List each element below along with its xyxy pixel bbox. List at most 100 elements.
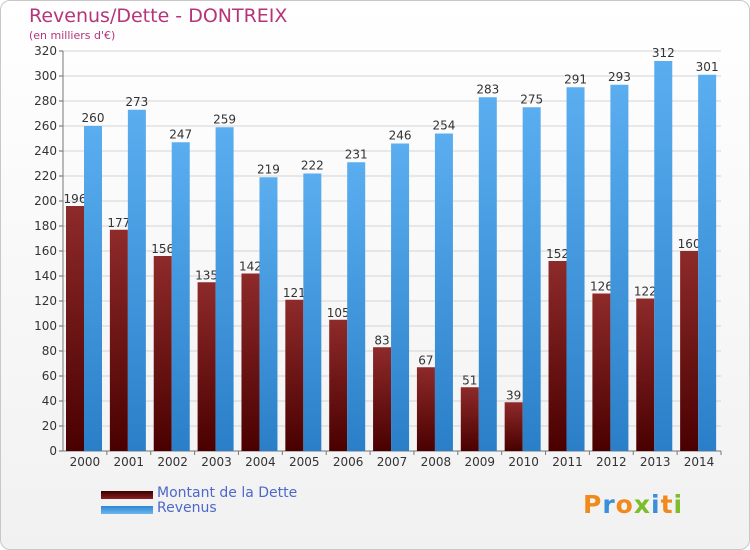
x-tick-label: 2008 xyxy=(421,455,452,469)
bar-revenus xyxy=(478,97,497,451)
logo-letter: r xyxy=(602,490,616,519)
bar-dette xyxy=(592,293,611,451)
x-tick-label: 2002 xyxy=(157,455,188,469)
proxiti-logo: Proxiti xyxy=(583,490,683,519)
y-tick-label: 300 xyxy=(34,69,57,83)
chart-title: Revenus/Dette - DONTREIX xyxy=(29,5,288,27)
data-label-dette: 105 xyxy=(327,306,350,320)
x-tick-label: 2001 xyxy=(114,455,145,469)
x-tick-label: 2011 xyxy=(552,455,583,469)
logo-letter: i xyxy=(651,490,661,519)
y-tick-label: 80 xyxy=(42,344,57,358)
data-label-dette: 152 xyxy=(546,247,569,261)
bar-dette xyxy=(66,206,84,451)
bar-revenus xyxy=(566,87,585,451)
bar-revenus xyxy=(610,84,629,451)
data-label-dette: 51 xyxy=(462,373,477,387)
bar-revenus xyxy=(84,126,102,451)
bar-revenus xyxy=(127,109,146,451)
bar-revenus xyxy=(303,173,322,451)
bar-dette xyxy=(373,347,392,451)
legend-label-revenus: Revenus xyxy=(157,500,217,516)
data-label-dette: 121 xyxy=(283,286,306,300)
data-label-dette: 160 xyxy=(678,237,701,251)
bar-dette xyxy=(241,273,260,451)
y-tick-label: 280 xyxy=(34,94,57,108)
bar-dette xyxy=(416,367,435,451)
y-tick-label: 140 xyxy=(34,269,57,283)
data-label-revenus: 301 xyxy=(696,60,719,74)
legend-label-dette: Montant de la Dette xyxy=(157,485,298,501)
y-tick-label: 240 xyxy=(34,144,57,158)
data-label-revenus: 293 xyxy=(608,70,631,84)
y-tick-label: 120 xyxy=(34,294,57,308)
bar-revenus xyxy=(654,61,673,451)
bar-revenus xyxy=(215,127,234,451)
x-tick-label: 2007 xyxy=(377,455,408,469)
bar-revenus xyxy=(391,143,410,451)
data-label-revenus: 260 xyxy=(82,111,105,125)
bar-revenus xyxy=(698,74,717,451)
data-label-dette: 177 xyxy=(107,216,130,230)
bar-revenus xyxy=(347,162,366,451)
data-label-revenus: 231 xyxy=(345,147,368,161)
bar-revenus xyxy=(259,177,278,451)
y-tick-label: 160 xyxy=(34,244,57,258)
logo-letter: x xyxy=(633,490,651,519)
legend-swatch-revenus xyxy=(101,506,153,514)
bar-dette xyxy=(153,256,172,451)
data-label-dette: 135 xyxy=(195,268,218,282)
x-tick-label: 2009 xyxy=(464,455,495,469)
legend-swatch-dette xyxy=(101,491,153,499)
y-tick-label: 260 xyxy=(34,119,57,133)
x-tick-label: 2003 xyxy=(201,455,232,469)
data-label-revenus: 312 xyxy=(652,46,675,60)
bar-dette xyxy=(329,319,348,451)
y-tick-label: 60 xyxy=(42,369,57,383)
logo-letter: P xyxy=(583,490,603,519)
bar-revenus xyxy=(522,107,541,451)
x-tick-label: 2014 xyxy=(684,455,715,469)
bar-revenus xyxy=(434,133,453,451)
data-label-revenus: 259 xyxy=(213,112,236,126)
data-label-revenus: 222 xyxy=(301,159,324,173)
x-tick-label: 2012 xyxy=(596,455,627,469)
bar-revenus xyxy=(171,142,190,451)
data-label-revenus: 219 xyxy=(257,162,280,176)
data-label-revenus: 273 xyxy=(125,95,148,109)
x-tick-label: 2004 xyxy=(245,455,276,469)
data-label-dette: 196 xyxy=(64,192,87,206)
x-tick-label: 2013 xyxy=(640,455,671,469)
y-tick-label: 180 xyxy=(34,219,57,233)
y-tick-label: 200 xyxy=(34,194,57,208)
x-tick-label: 2000 xyxy=(70,455,101,469)
data-label-dette: 142 xyxy=(239,260,262,274)
bar-dette xyxy=(548,261,567,451)
y-tick-label: 320 xyxy=(34,44,57,58)
y-tick-label: 20 xyxy=(42,419,57,433)
data-label-revenus: 254 xyxy=(432,119,455,133)
y-tick-label: 40 xyxy=(42,394,57,408)
bar-dette xyxy=(285,299,304,451)
data-label-revenus: 291 xyxy=(564,72,587,86)
data-label-revenus: 246 xyxy=(389,129,412,143)
logo-letter: o xyxy=(615,490,634,519)
data-label-revenus: 283 xyxy=(476,82,499,96)
x-tick-label: 2005 xyxy=(289,455,320,469)
bar-dette xyxy=(109,229,128,451)
data-label-dette: 122 xyxy=(634,285,657,299)
data-label-revenus: 275 xyxy=(520,92,543,106)
bar-dette xyxy=(197,282,216,451)
logo-letter: t xyxy=(660,490,674,519)
bar-dette xyxy=(460,387,479,451)
chart-subtitle: (en milliers d'€) xyxy=(29,29,116,42)
x-tick-label: 2010 xyxy=(508,455,539,469)
y-tick-label: 100 xyxy=(34,319,57,333)
bar-dette xyxy=(680,251,699,451)
data-label-dette: 126 xyxy=(590,280,613,294)
bar-dette xyxy=(636,298,655,451)
y-tick-label: 220 xyxy=(34,169,57,183)
logo-letter: i xyxy=(673,490,684,519)
